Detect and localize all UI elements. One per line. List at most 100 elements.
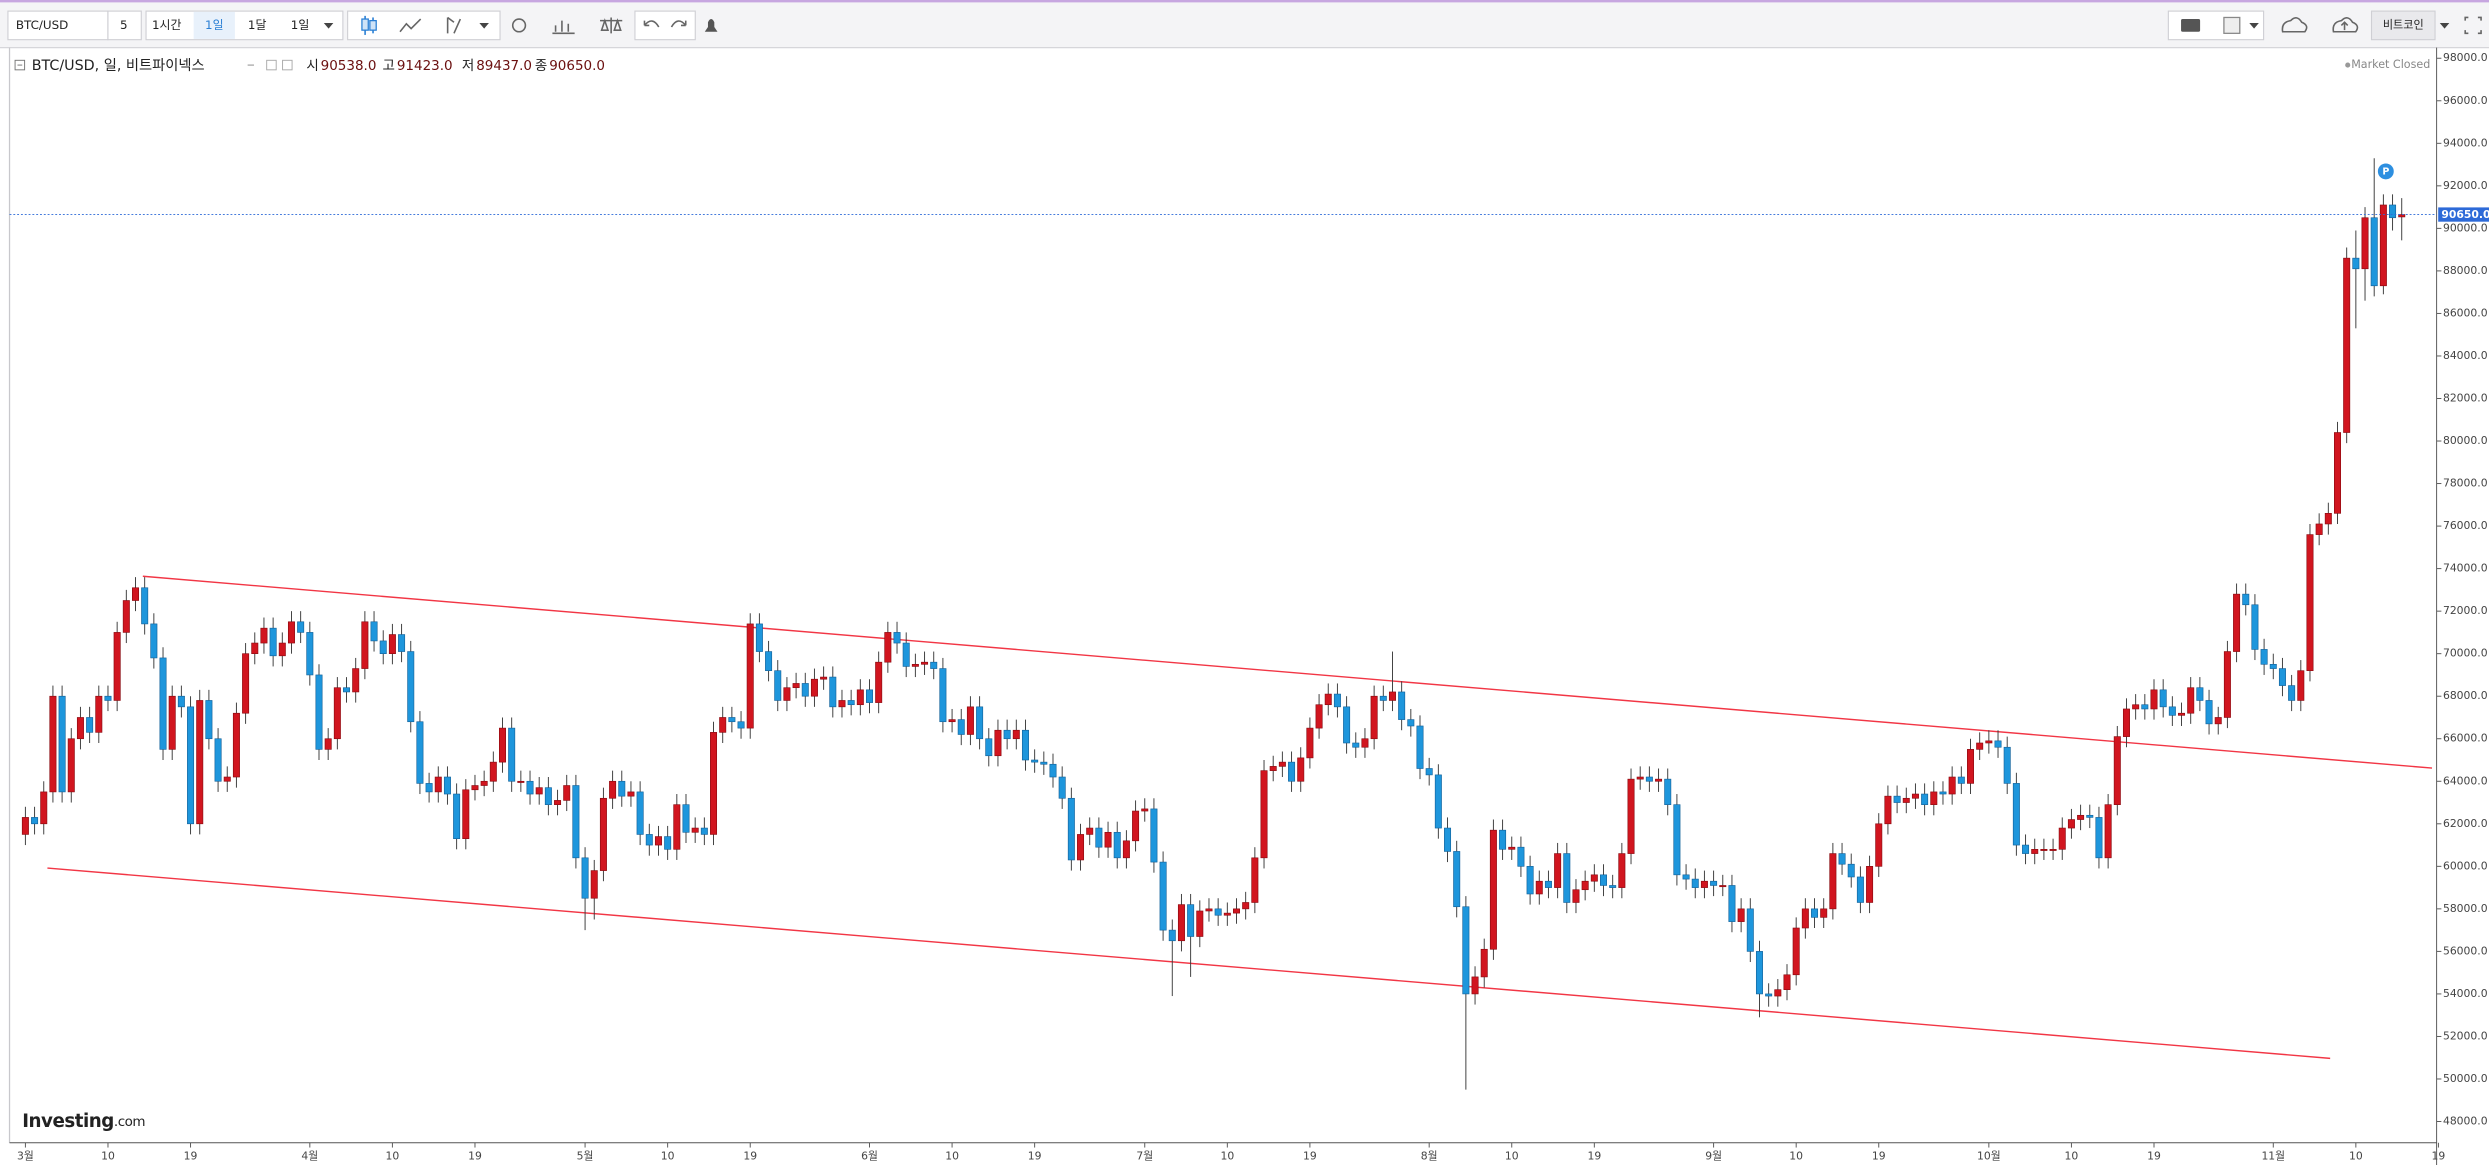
collapse-icon[interactable] <box>14 59 26 71</box>
candle-body <box>260 627 268 644</box>
x-tick-label: 8월 <box>1421 1149 1438 1162</box>
candle-body <box>1306 727 1314 759</box>
x-tick-label: 19 <box>2432 1149 2446 1162</box>
x-tick-label: 10 <box>661 1149 675 1162</box>
candle-body <box>866 689 873 703</box>
candle-body <box>755 623 763 652</box>
x-tick-label: 19 <box>743 1149 757 1162</box>
candle-icon[interactable] <box>361 15 377 35</box>
candle-body <box>1122 840 1130 859</box>
candle-body <box>1288 761 1296 782</box>
candle-body <box>297 621 305 633</box>
candle-body <box>544 787 552 805</box>
range-button[interactable]: 1달 <box>248 18 267 32</box>
candle-body <box>1856 876 1864 903</box>
compare-icon[interactable] <box>600 17 623 34</box>
candle-body <box>1370 695 1378 740</box>
cloud-icon[interactable] <box>2281 17 2308 33</box>
settings-icon[interactable] <box>511 18 527 33</box>
range-button[interactable]: 1시간 <box>152 18 182 32</box>
cloud-upload-icon[interactable] <box>2332 17 2359 33</box>
candle-body <box>1682 874 1690 880</box>
candle-body <box>1067 797 1075 861</box>
candle-body <box>599 797 607 871</box>
range-button[interactable]: 1일 <box>291 18 310 32</box>
dropdown-arrow[interactable] <box>323 23 334 29</box>
ohlc-label: 시 <box>306 58 318 74</box>
candle-body <box>2095 817 2103 859</box>
candle-body <box>1132 810 1140 842</box>
candle-body <box>1223 912 1231 916</box>
candle-body <box>1866 866 1874 903</box>
candle-body <box>2104 804 2112 859</box>
candle-body <box>242 653 250 714</box>
event-marker[interactable]: P <box>2377 163 2394 180</box>
candle-body <box>1930 791 1938 805</box>
draw-icon[interactable] <box>446 16 462 34</box>
x-tick-label: 9월 <box>1705 1149 1722 1162</box>
legend-close[interactable] <box>282 59 293 71</box>
ohlc-label: 저 <box>462 58 474 74</box>
y-tick-label: 96000.0 <box>2443 94 2488 107</box>
x-tick-label: 6월 <box>861 1149 878 1162</box>
candle-body <box>159 657 167 750</box>
line-icon[interactable] <box>399 18 422 33</box>
candle-body <box>132 587 139 601</box>
candle-body <box>1921 793 1929 805</box>
candle-body <box>902 642 910 667</box>
candle-body <box>1526 866 1534 895</box>
dropdown-arrow[interactable] <box>479 23 489 29</box>
candle-body <box>1416 725 1424 769</box>
candle-body <box>1269 766 1277 771</box>
candle-body <box>141 587 149 625</box>
candle-body <box>462 789 470 840</box>
x-tick-label: 19 <box>1872 1149 1886 1162</box>
candle-body <box>810 678 818 697</box>
candle-body <box>1581 880 1589 891</box>
status-dot <box>2345 62 2351 68</box>
y-tick-label: 86000.0 <box>2443 306 2488 319</box>
candle-body <box>1480 948 1488 978</box>
candle-body <box>1333 693 1341 708</box>
candle-body <box>2260 649 2268 665</box>
interval[interactable]: 5 <box>120 18 128 32</box>
candle-body <box>2187 687 2195 714</box>
candle-body <box>1544 880 1552 888</box>
candle-body <box>1563 853 1571 903</box>
market-label[interactable]: 비트코인 <box>2383 18 2424 31</box>
x-tick-label: 11월 <box>2261 1149 2285 1162</box>
candle-body <box>2159 689 2167 708</box>
market-button[interactable] <box>2370 10 2436 41</box>
candle-body <box>1590 874 1598 882</box>
dropdown-arrow[interactable] <box>2249 23 2259 29</box>
indicator-icon[interactable] <box>552 20 575 35</box>
dropdown-arrow[interactable] <box>2439 23 2450 29</box>
candle-body <box>2086 814 2094 818</box>
candle-body <box>67 738 75 793</box>
last-price-box <box>2438 207 2489 222</box>
y-tick-label: 56000.0 <box>2443 944 2488 957</box>
candle-body <box>1489 829 1497 950</box>
alert-icon[interactable] <box>704 19 718 32</box>
undo-icon[interactable] <box>643 20 660 28</box>
x-tick-label: 10 <box>2065 1149 2079 1162</box>
legend-settings[interactable] <box>266 59 277 71</box>
symbol-input[interactable] <box>7 10 109 41</box>
candle-body <box>453 793 461 840</box>
marker-circle[interactable] <box>2377 163 2394 180</box>
candle-body <box>535 787 543 795</box>
candle-body <box>2077 814 2085 820</box>
redo-icon[interactable] <box>670 20 687 28</box>
selected-range <box>193 11 235 39</box>
x-tick-label: 10 <box>101 1149 115 1162</box>
fullscreen-icon[interactable] <box>2464 16 2482 35</box>
symbol[interactable]: BTC/USD <box>16 18 68 32</box>
candle-body <box>1554 853 1562 888</box>
marker-label[interactable]: P <box>2382 167 2389 178</box>
camera-icon[interactable] <box>2181 19 2201 32</box>
range-button[interactable]: 1일 <box>205 18 224 32</box>
candle-body <box>1820 908 1828 918</box>
candle-body <box>2315 523 2323 535</box>
interval-input[interactable] <box>107 10 142 41</box>
layout-icon[interactable] <box>2223 16 2241 34</box>
